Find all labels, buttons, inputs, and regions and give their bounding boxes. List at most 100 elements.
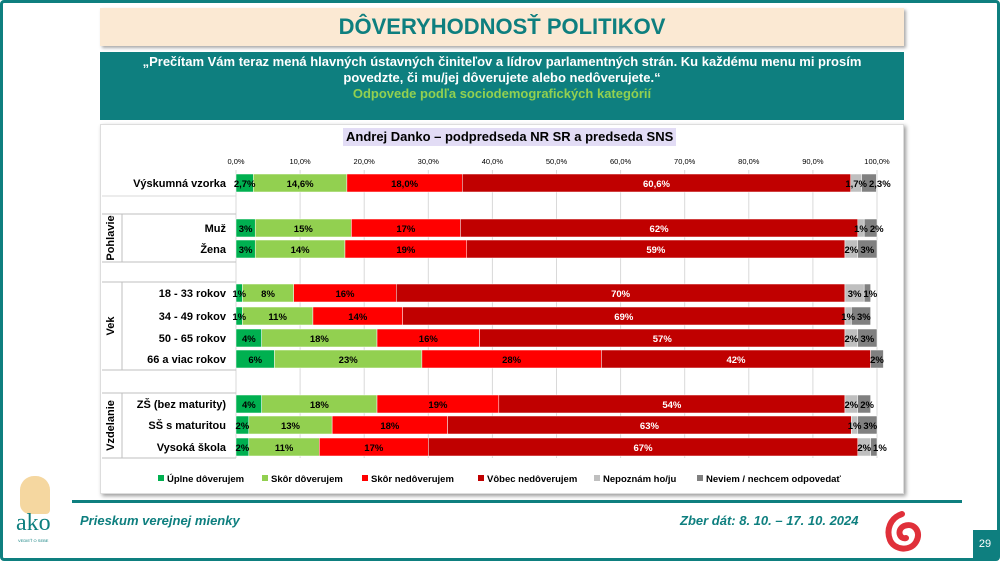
category-label: Žena	[200, 243, 227, 256]
data-label: 2%	[844, 400, 858, 411]
data-label: 18%	[380, 421, 400, 432]
category-label: 34 - 49 rokov	[159, 311, 227, 323]
data-label: 23%	[339, 355, 359, 366]
data-label: 54%	[662, 400, 682, 411]
data-label: 2%	[844, 245, 858, 256]
data-label: 17%	[396, 224, 416, 235]
data-label: 2%	[870, 355, 884, 366]
data-label: 16%	[419, 334, 439, 345]
footer-date: Zber dát: 8. 10. – 17. 10. 2024	[680, 513, 859, 528]
legend-label: Nepoznám ho/ju	[603, 474, 677, 485]
bar-segment	[857, 415, 878, 435]
data-label: 28%	[502, 355, 522, 366]
data-label: 19%	[428, 400, 448, 411]
legend-swatch	[478, 475, 484, 481]
data-label: 62%	[650, 224, 670, 235]
bar-segment	[870, 349, 884, 369]
bar-segment	[863, 283, 871, 303]
legend-swatch	[697, 475, 703, 481]
data-label: 14%	[291, 245, 311, 256]
bar-segment	[857, 239, 878, 259]
x-tick-label: 70,0%	[674, 157, 696, 166]
x-tick-label: 10,0%	[289, 157, 311, 166]
legend-swatch	[594, 475, 600, 481]
footer-divider	[72, 500, 962, 503]
data-label: 1%	[854, 224, 868, 235]
x-tick-label: 40,0%	[482, 157, 504, 166]
data-label: 2%	[844, 334, 858, 345]
legend-label: Neviem / nechcem odpovedať	[706, 474, 841, 485]
x-tick-label: 50,0%	[546, 157, 568, 166]
group-label: Vek	[105, 316, 117, 336]
bar-segment	[870, 437, 878, 457]
slide-title: DÔVERYHODNOSŤ POLITIKOV	[100, 8, 904, 46]
data-label: 1,7%	[845, 179, 867, 190]
chart-title: Andrej Danko – podpredseda NR SR a preds…	[343, 128, 677, 146]
data-label: 3%	[239, 245, 253, 256]
data-label: 4%	[242, 334, 256, 345]
x-tick-label: 0,0%	[227, 157, 244, 166]
data-label: 60,6%	[643, 179, 670, 190]
data-label: 2,3%	[869, 179, 891, 190]
data-label: 6%	[248, 355, 262, 366]
legend-swatch	[158, 475, 164, 481]
data-label: 69%	[614, 312, 634, 323]
bar-segment	[851, 306, 871, 326]
category-label: Muž	[205, 223, 227, 235]
data-label: 63%	[640, 421, 660, 432]
head-icon	[20, 476, 50, 514]
x-tick-label: 20,0%	[354, 157, 376, 166]
bar-segment	[857, 394, 871, 414]
data-label: 19%	[396, 245, 416, 256]
data-label: 42%	[726, 355, 746, 366]
data-label: 57%	[653, 334, 673, 345]
group-label: Pohlavie	[105, 215, 117, 260]
data-label: 11%	[268, 312, 287, 323]
logo-tagline: VEDIEŤ O SEBE	[18, 538, 49, 543]
data-label: 18%	[310, 334, 330, 345]
x-tick-label: 30,0%	[418, 157, 440, 166]
category-label: Výskumná vzorka	[133, 178, 227, 190]
data-label: 2%	[870, 224, 884, 235]
data-label: 1%	[841, 312, 855, 323]
data-label: 1%	[863, 289, 877, 300]
category-label: ZŠ (bez maturity)	[137, 398, 227, 411]
legend-label: Skôr dôverujem	[271, 474, 343, 485]
legend-label: Úplne dôverujem	[167, 473, 244, 485]
legend-label: Skôr nedôverujem	[371, 474, 454, 485]
data-label: 59%	[646, 245, 666, 256]
data-label: 2%	[236, 443, 250, 454]
data-label: 8%	[261, 289, 275, 300]
question-box: „Prečítam Vám teraz mená hlavných ústavn…	[100, 52, 904, 120]
bar-segment	[863, 218, 878, 238]
data-label: 3%	[857, 312, 871, 323]
data-label: 3%	[861, 334, 875, 345]
data-label: 67%	[634, 443, 654, 454]
legend-label: Vôbec nedôverujem	[487, 474, 577, 485]
spiral-logo-icon	[885, 511, 922, 552]
category-label: 50 - 65 rokov	[159, 333, 227, 345]
data-label: 15%	[294, 224, 314, 235]
data-label: 70%	[611, 289, 631, 300]
data-label: 13%	[281, 421, 301, 432]
logo-text: ako	[16, 510, 51, 536]
category-label: 66 a viac rokov	[147, 354, 227, 366]
x-tick-label: 90,0%	[802, 157, 824, 166]
footer-survey: Prieskum verejnej mienky	[80, 513, 240, 528]
data-label: 1%	[873, 443, 887, 454]
legend-swatch	[262, 475, 268, 481]
x-tick-label: 80,0%	[738, 157, 760, 166]
subtitle: Odpovede podľa sociodemografických kateg…	[352, 86, 652, 101]
data-label: 17%	[364, 443, 384, 454]
data-label: 14,6%	[287, 179, 314, 190]
data-label: 2%	[857, 443, 871, 454]
data-label: 3%	[239, 224, 253, 235]
data-label: 2%	[860, 400, 874, 411]
data-label: 1%	[232, 289, 246, 300]
data-label: 2%	[236, 421, 250, 432]
bar-segment	[861, 173, 877, 193]
group-label: Vzdelanie	[105, 400, 117, 451]
data-label: 3%	[863, 421, 877, 432]
legend-swatch	[362, 475, 368, 481]
